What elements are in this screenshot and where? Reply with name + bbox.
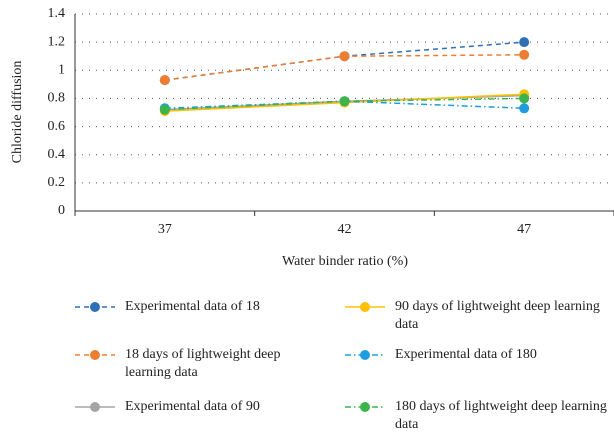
y-tick-label: 0.8: [48, 91, 66, 106]
y-tick-label: 0.4: [48, 147, 66, 162]
legend-swatch: [345, 302, 385, 312]
data-point: [339, 96, 350, 107]
data-point: [519, 49, 530, 60]
legend-label: 90 days of lightweight deep learning dat…: [395, 299, 600, 332]
legend-item: 180 days of lightweight deep learning da…: [345, 398, 614, 434]
data-point: [519, 103, 530, 114]
legend-label: Experimental data of 180: [395, 347, 537, 362]
legend-marker: [360, 402, 370, 412]
legend-item: Experimental data of 18: [75, 298, 295, 316]
y-tick-label: 0.6: [48, 119, 66, 134]
legend-label: 18 days of lightweight deep learning dat…: [125, 347, 281, 380]
x-tick-label: 37: [158, 222, 172, 237]
data-point: [519, 37, 530, 48]
legend-marker: [90, 302, 100, 312]
legend-marker: [360, 350, 370, 360]
data-point: [339, 51, 350, 62]
y-tick-label: 1: [58, 63, 65, 78]
x-axis-label: Water binder ratio (%): [282, 254, 408, 269]
data-point: [519, 93, 530, 104]
legend-marker: [90, 350, 100, 360]
legend-swatch: [75, 350, 115, 360]
legend-marker: [360, 302, 370, 312]
legend-swatch: [75, 302, 115, 312]
legend-label: Experimental data of 90: [125, 399, 260, 414]
legend-item: Experimental data of 90: [75, 398, 295, 416]
legend-item: Experimental data of 180: [345, 346, 614, 364]
chart: Chloride diffusion Water binder ratio (%…: [10, 6, 614, 269]
x-tick-label: 47: [517, 222, 531, 237]
legend-item: 90 days of lightweight deep learning dat…: [345, 298, 614, 334]
y-axis-label: Chloride diffusion: [10, 61, 25, 164]
legend-item: 18 days of lightweight deep learning dat…: [75, 346, 295, 382]
legend-label: Experimental data of 18: [125, 299, 260, 314]
x-tick-label: 42: [338, 222, 352, 237]
legend-marker: [90, 402, 100, 412]
y-tick-label: 0.2: [48, 175, 66, 190]
y-tick-label: 1.4: [48, 6, 66, 21]
y-tick-label: 0: [58, 203, 65, 218]
legend-label: 180 days of lightweight deep learning da…: [395, 399, 607, 432]
legend-swatch: [345, 350, 385, 360]
data-point: [159, 104, 170, 115]
data-point: [159, 75, 170, 86]
legend-swatch: [345, 402, 385, 412]
legend-swatch: [75, 402, 115, 412]
y-tick-label: 1.2: [48, 34, 66, 49]
